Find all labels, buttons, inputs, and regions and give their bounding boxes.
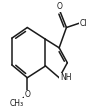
Text: O: O <box>57 2 63 11</box>
Text: O: O <box>24 90 30 99</box>
Text: CH₃: CH₃ <box>9 99 23 108</box>
Text: NH: NH <box>60 73 72 82</box>
Text: Cl: Cl <box>80 19 88 28</box>
